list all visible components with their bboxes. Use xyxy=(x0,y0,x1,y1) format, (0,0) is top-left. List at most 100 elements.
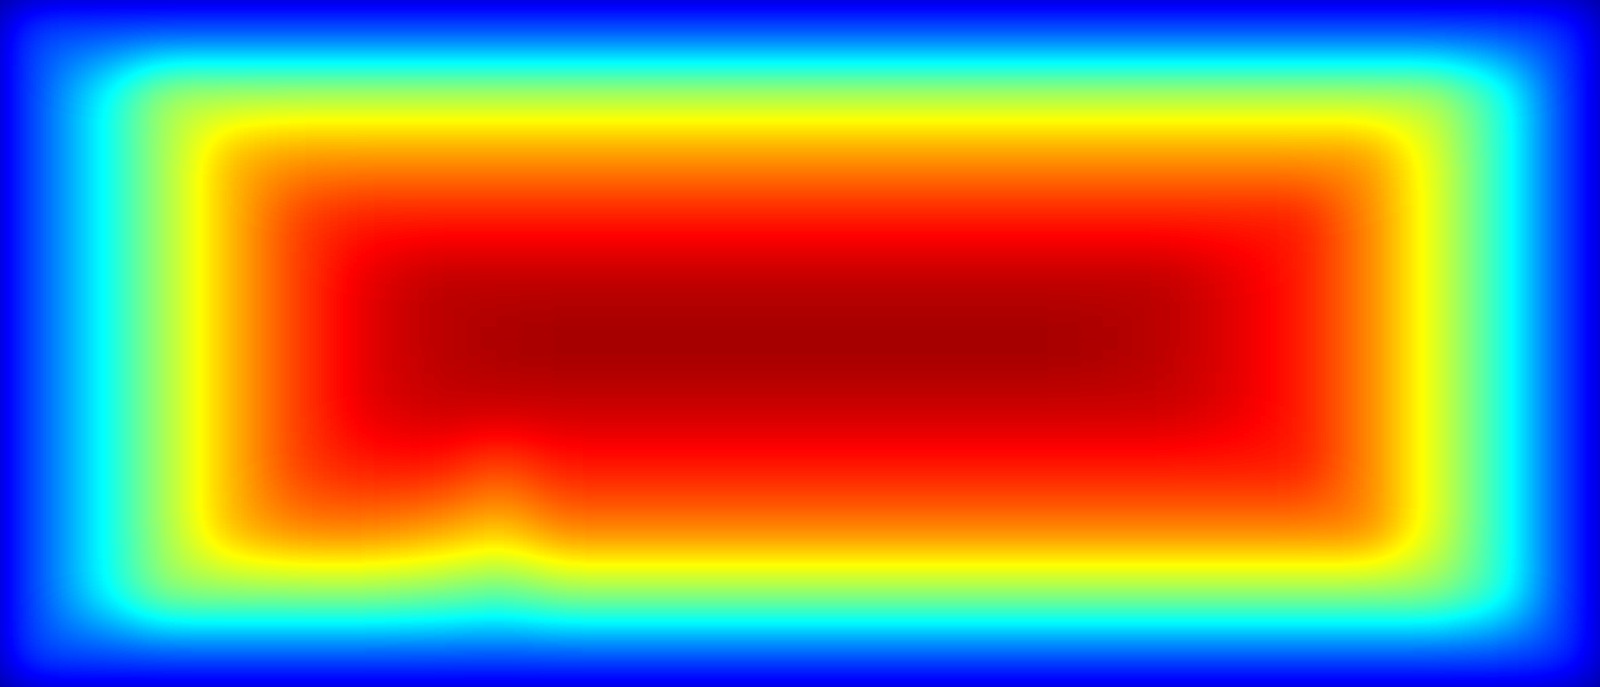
cell xyxy=(333,562,402,626)
cell xyxy=(333,0,402,63)
cell xyxy=(66,312,135,375)
cell xyxy=(1066,62,1135,126)
cell xyxy=(466,62,535,126)
cell xyxy=(1199,187,1268,251)
cell xyxy=(400,499,468,563)
cell xyxy=(1266,62,1334,126)
cell xyxy=(599,124,668,188)
cell xyxy=(1533,312,1600,375)
cell xyxy=(1400,0,1468,63)
cell xyxy=(1133,312,1201,375)
cell xyxy=(666,62,734,126)
cell xyxy=(199,187,268,251)
cell xyxy=(933,0,1002,63)
cell xyxy=(1466,374,1535,438)
cell xyxy=(1533,624,1600,687)
cell xyxy=(1333,250,1402,314)
cell xyxy=(1266,124,1334,188)
cell xyxy=(133,312,201,375)
cell xyxy=(1133,624,1201,687)
cell xyxy=(333,374,402,438)
cell xyxy=(1333,0,1402,63)
cell xyxy=(1400,624,1468,687)
cell xyxy=(199,436,268,500)
cell xyxy=(800,187,868,251)
cell xyxy=(0,562,68,626)
cell xyxy=(0,0,68,63)
cell xyxy=(466,436,535,500)
cell xyxy=(599,312,668,375)
cell xyxy=(732,562,801,626)
cell xyxy=(1000,374,1068,438)
cell xyxy=(400,250,468,314)
cell xyxy=(1533,62,1600,126)
cell xyxy=(1333,436,1402,500)
cell xyxy=(466,374,535,438)
cell xyxy=(1066,0,1135,63)
cell xyxy=(666,250,734,314)
cell xyxy=(333,124,402,188)
cell xyxy=(0,124,68,188)
cell xyxy=(533,312,601,375)
cell xyxy=(933,562,1002,626)
cell xyxy=(1466,562,1535,626)
cell xyxy=(1199,250,1268,314)
cell xyxy=(267,62,335,126)
cell xyxy=(400,312,468,375)
cell xyxy=(1533,499,1600,563)
cell xyxy=(1199,374,1268,438)
plot-area xyxy=(0,0,1600,687)
cell xyxy=(1266,187,1334,251)
cell xyxy=(599,187,668,251)
cell xyxy=(599,499,668,563)
cell xyxy=(867,187,935,251)
cell xyxy=(599,374,668,438)
cell xyxy=(1466,187,1535,251)
cell xyxy=(533,187,601,251)
cell xyxy=(933,187,1002,251)
cell xyxy=(66,124,135,188)
cell xyxy=(267,624,335,687)
cell xyxy=(666,374,734,438)
cell xyxy=(333,187,402,251)
cell xyxy=(666,187,734,251)
cell xyxy=(466,124,535,188)
cell xyxy=(400,624,468,687)
cell xyxy=(1400,312,1468,375)
cell xyxy=(732,436,801,500)
cell xyxy=(867,124,935,188)
cell xyxy=(1133,436,1201,500)
cell xyxy=(1466,312,1535,375)
cell xyxy=(1066,436,1135,500)
cell xyxy=(800,374,868,438)
cell xyxy=(867,312,935,375)
cell xyxy=(400,562,468,626)
cell xyxy=(867,0,935,63)
cell xyxy=(1066,624,1135,687)
cell xyxy=(1133,562,1201,626)
cell xyxy=(1199,62,1268,126)
contour-chart xyxy=(0,0,1600,687)
cell xyxy=(267,499,335,563)
cell xyxy=(1266,250,1334,314)
cell xyxy=(599,436,668,500)
cell xyxy=(66,250,135,314)
cell xyxy=(0,436,68,500)
cell xyxy=(1266,499,1334,563)
cell xyxy=(1266,374,1334,438)
cell xyxy=(533,124,601,188)
cell xyxy=(333,436,402,500)
cell xyxy=(933,312,1002,375)
cell xyxy=(1199,312,1268,375)
cells xyxy=(0,0,1600,687)
cell xyxy=(1400,374,1468,438)
cell xyxy=(666,312,734,375)
cell xyxy=(466,0,535,63)
cell xyxy=(0,374,68,438)
cell xyxy=(400,374,468,438)
cell xyxy=(800,562,868,626)
cell xyxy=(732,187,801,251)
cell xyxy=(1000,0,1068,63)
cell xyxy=(1266,624,1334,687)
cell xyxy=(1533,250,1600,314)
